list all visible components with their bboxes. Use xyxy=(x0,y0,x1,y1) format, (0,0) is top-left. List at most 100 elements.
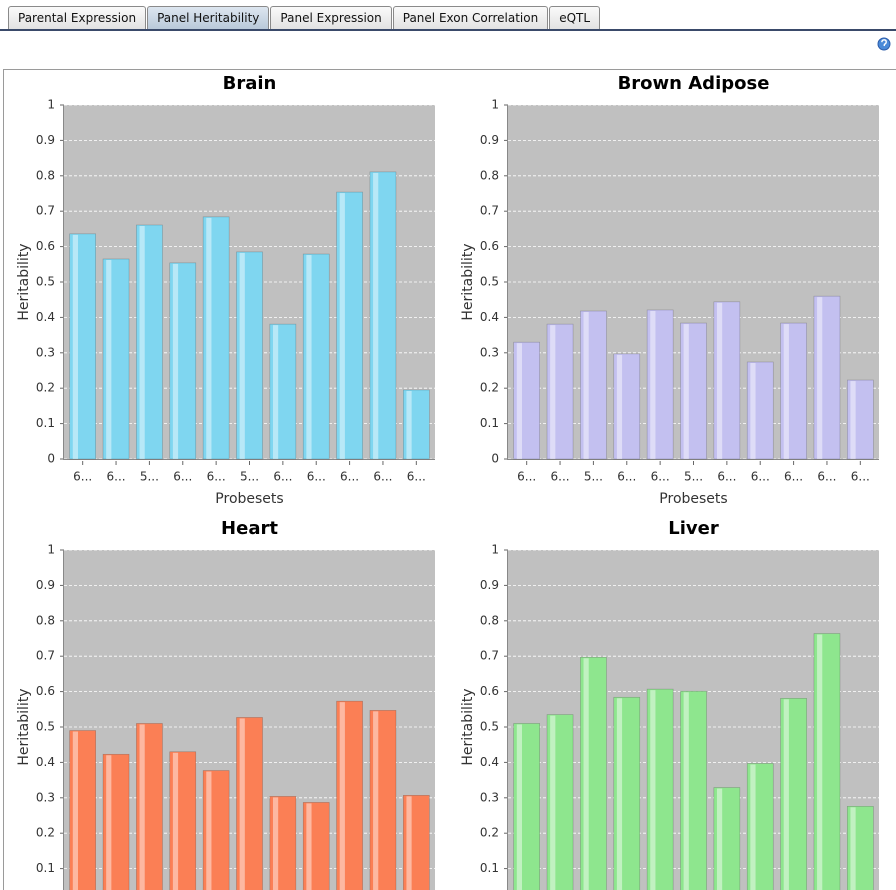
x-tick-label: 6... xyxy=(207,470,226,484)
chart-title: Brain xyxy=(223,73,277,94)
tab[interactable]: Panel Exon Correlation xyxy=(392,6,549,29)
bar-highlight xyxy=(172,263,179,459)
x-tick-label: 5... xyxy=(240,470,259,484)
bar xyxy=(169,751,197,890)
bar-highlight xyxy=(72,234,78,459)
bar xyxy=(169,262,197,460)
x-tick-label: 6... xyxy=(373,470,392,484)
x-tick-label: 6... xyxy=(173,470,192,484)
x-tick-label: 6... xyxy=(551,470,570,484)
y-tick-label: 0.2 xyxy=(480,381,499,395)
bar-highlight xyxy=(272,797,279,890)
y-axis-label: Heritability xyxy=(16,688,32,765)
bar-highlight xyxy=(406,390,412,459)
bar-highlight xyxy=(750,363,756,459)
bar-highlight xyxy=(373,711,379,890)
y-tick-label: 0.8 xyxy=(480,613,499,627)
bar-highlight xyxy=(106,755,112,890)
bar xyxy=(513,341,540,460)
y-tick-label: 0.7 xyxy=(36,204,55,218)
bar-highlight xyxy=(72,731,78,890)
bar xyxy=(680,322,707,460)
y-tick-label: 0.6 xyxy=(36,684,55,698)
x-tick-label: 6... xyxy=(651,470,670,484)
y-tick-label: 0.7 xyxy=(480,204,499,218)
tab[interactable]: Panel Expression xyxy=(270,6,392,29)
y-tick-label: 0.3 xyxy=(480,345,499,359)
bar-highlight xyxy=(139,226,145,459)
help-icon-glyph[interactable] xyxy=(881,39,887,47)
bar xyxy=(336,700,363,890)
y-tick-label: 0.1 xyxy=(480,861,499,875)
bar-highlight xyxy=(817,634,823,890)
bar xyxy=(713,787,741,890)
bar xyxy=(546,714,574,890)
y-axis-label: Heritability xyxy=(460,688,476,765)
x-tick-label: 5... xyxy=(684,470,703,484)
y-tick-label: 0.4 xyxy=(36,755,55,769)
bar xyxy=(847,379,874,460)
bar-highlight xyxy=(206,771,212,890)
y-tick-label: 0 xyxy=(491,452,499,466)
y-tick-label: 0.3 xyxy=(36,345,55,359)
bar xyxy=(746,361,774,460)
x-tick-label: 6... xyxy=(784,470,803,484)
bar-highlight xyxy=(750,764,756,890)
bar-highlight xyxy=(550,325,556,459)
x-tick-label: 6... xyxy=(851,470,870,484)
bar xyxy=(302,802,330,890)
bar-highlight xyxy=(650,310,656,459)
bar-highlight xyxy=(306,803,312,890)
bar xyxy=(780,698,807,890)
y-tick-label: 1 xyxy=(47,98,55,112)
y-tick-label: 0.2 xyxy=(36,826,55,840)
bar xyxy=(202,216,230,460)
tab[interactable]: Parental Expression xyxy=(8,6,147,29)
y-tick-label: 0.9 xyxy=(36,133,55,147)
x-tick-label: 6... xyxy=(517,470,536,484)
y-tick-label: 1 xyxy=(47,543,55,557)
bar xyxy=(236,717,263,890)
bar-highlight xyxy=(550,715,556,890)
y-tick-label: 0 xyxy=(47,452,55,466)
bar xyxy=(136,224,163,460)
bar xyxy=(580,310,607,460)
bar xyxy=(847,805,874,890)
y-tick-label: 0.1 xyxy=(480,416,499,430)
x-tick-label: 6... xyxy=(751,470,770,484)
bar-highlight xyxy=(172,752,179,890)
y-tick-label: 0.4 xyxy=(480,755,499,769)
bar-highlight xyxy=(817,297,823,459)
bar xyxy=(646,309,674,460)
bar xyxy=(369,710,397,890)
x-tick-label: 6... xyxy=(307,470,326,484)
bar-highlight xyxy=(616,698,623,890)
bar xyxy=(202,770,230,890)
bar xyxy=(780,322,807,460)
tab[interactable]: Panel Heritability xyxy=(147,6,270,29)
bar-highlight xyxy=(139,724,145,890)
help-icon[interactable] xyxy=(877,37,891,51)
bar-highlight xyxy=(373,172,379,459)
y-tick-label: 0.6 xyxy=(480,684,499,698)
y-tick-label: 0.3 xyxy=(36,790,55,804)
bar xyxy=(336,191,363,460)
bar xyxy=(403,389,430,460)
bar-highlight xyxy=(106,259,112,459)
y-tick-label: 0.7 xyxy=(36,649,55,663)
bar-highlight xyxy=(583,658,589,890)
bar xyxy=(369,171,397,460)
tab[interactable]: eQTL xyxy=(549,6,601,29)
bar xyxy=(580,656,607,890)
bar xyxy=(102,753,130,890)
y-tick-label: 0.8 xyxy=(480,168,499,182)
y-tick-label: 0.9 xyxy=(36,578,55,592)
bar-highlight xyxy=(650,690,656,890)
bar xyxy=(813,633,841,890)
bar-highlight xyxy=(206,217,212,459)
y-tick-label: 0.4 xyxy=(36,310,55,324)
bar-highlight xyxy=(850,381,856,459)
y-axis-label: Heritability xyxy=(460,243,476,320)
bar-highlight xyxy=(716,788,723,890)
